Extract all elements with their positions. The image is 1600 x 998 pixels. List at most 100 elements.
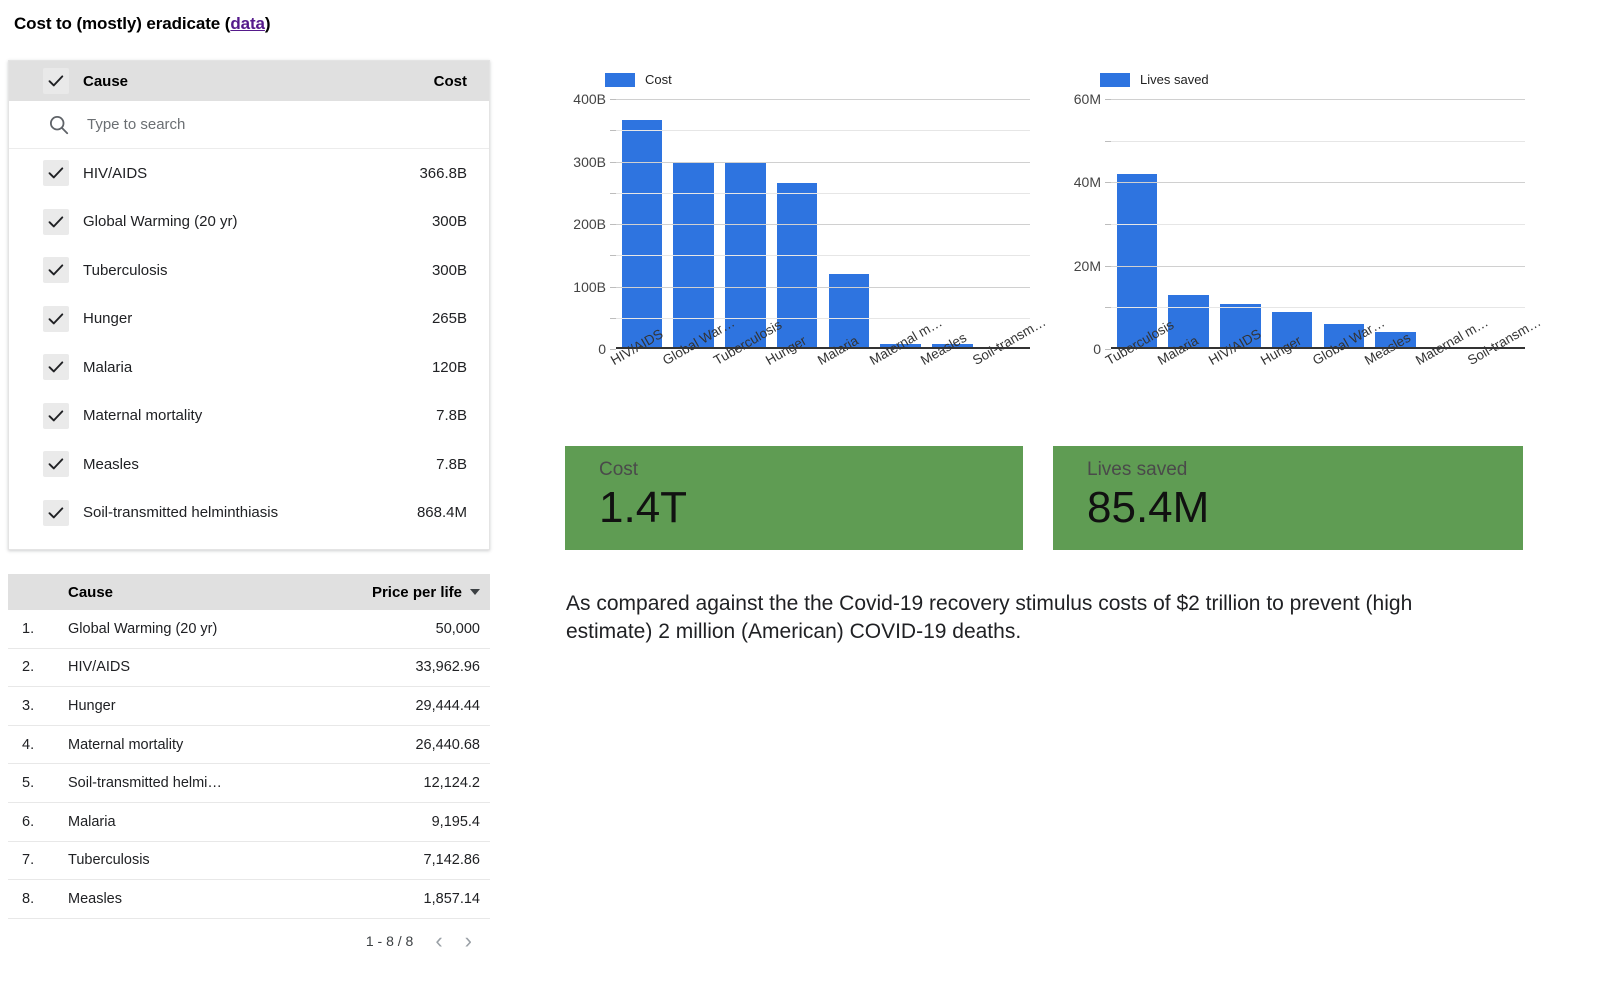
bar[interactable] xyxy=(776,183,818,349)
y-axis-label: 100B xyxy=(573,278,606,295)
y-tick xyxy=(1105,140,1111,142)
page-title-suffix: ) xyxy=(264,14,271,33)
table-body: 1. Global Warming (20 yr) 50,000 2. HIV/AIDS… xyxy=(8,610,490,919)
cause-filter-row[interactable]: Tuberculosis 300B xyxy=(9,246,489,295)
bar-slot[interactable] xyxy=(1111,99,1163,349)
bar[interactable] xyxy=(1323,324,1365,349)
row-price: 7,142.86 xyxy=(423,852,480,869)
table-header-cause[interactable]: Cause xyxy=(68,583,114,601)
lives-saved-bar-chart: Lives saved 0 20M 40M 60M Tuberculosis Malar… xyxy=(1055,72,1544,432)
row-index: 5. xyxy=(22,775,35,792)
bar-slot[interactable] xyxy=(927,99,979,349)
table-header-price-label: Price per life xyxy=(371,583,462,601)
search-input[interactable] xyxy=(87,116,387,133)
table-row[interactable]: 4. Maternal mortality 26,440.68 xyxy=(8,726,490,765)
row-price: 26,440.68 xyxy=(415,736,480,753)
cause-filter-row[interactable]: Maternal mortality 7.8B xyxy=(9,392,489,441)
cause-filter-row[interactable]: Soil-transmitted helminthiasis 868.4M xyxy=(9,489,489,538)
chart-legend-cost: Cost xyxy=(605,72,1030,87)
search-row[interactable] xyxy=(9,101,489,149)
table-row[interactable]: 1. Global Warming (20 yr) 50,000 xyxy=(8,610,490,649)
row-index: 7. xyxy=(22,852,35,869)
select-all-checkbox[interactable] xyxy=(43,68,69,94)
cost-chart-plot: 0 100B 200B 300B 400B HIV/AIDS Global War… Tub… xyxy=(560,91,1048,368)
cause-filter-row[interactable]: Malaria 120B xyxy=(9,343,489,392)
cause-label: Soil-transmitted helminthiasis xyxy=(83,504,279,522)
cause-cost: 868.4M xyxy=(416,504,467,522)
cause-checkbox[interactable] xyxy=(43,354,69,381)
bar[interactable] xyxy=(621,119,663,349)
table-row[interactable]: 8. Measles 1,857.14 xyxy=(8,880,490,919)
y-tick xyxy=(1105,99,1111,100)
bar-slot[interactable] xyxy=(1215,99,1267,349)
y-tick xyxy=(610,99,616,100)
bar[interactable] xyxy=(1271,311,1313,349)
y-tick xyxy=(610,349,616,350)
legend-swatch-cost xyxy=(605,72,635,87)
bar[interactable] xyxy=(1116,174,1158,349)
gridline xyxy=(1111,140,1525,142)
cause-filter-row[interactable]: Measles 7.8B xyxy=(9,440,489,489)
data-link[interactable]: data xyxy=(230,14,265,33)
row-price: 1,857.14 xyxy=(423,890,480,907)
filter-header-cost[interactable]: Cost xyxy=(433,72,467,90)
bar-slot[interactable] xyxy=(1163,99,1215,349)
cause-label: Maternal mortality xyxy=(83,407,203,425)
bar[interactable] xyxy=(932,344,973,349)
cause-cost: 300B xyxy=(431,261,467,279)
bar[interactable] xyxy=(1375,331,1416,349)
row-price: 9,195.4 xyxy=(431,813,480,830)
cause-label: Tuberculosis xyxy=(83,261,168,279)
cause-checkbox[interactable] xyxy=(43,499,69,526)
table-row[interactable]: 5. Soil-transmitted helmi… 12,124.2 xyxy=(8,764,490,803)
gridline xyxy=(1111,224,1525,225)
gridline xyxy=(1111,99,1525,100)
legend-label-cost: Cost xyxy=(645,72,672,87)
bar-slot[interactable] xyxy=(616,99,668,349)
cause-checkbox[interactable] xyxy=(43,160,69,187)
row-index: 4. xyxy=(22,736,35,753)
filter-header-row: Cause Cost xyxy=(9,61,489,101)
gridline xyxy=(1111,265,1525,267)
legend-swatch-lives-saved xyxy=(1100,72,1130,87)
cause-filter-row[interactable]: Hunger 265B xyxy=(9,295,489,344)
y-tick xyxy=(610,161,616,163)
scorecard-cost-label: Cost xyxy=(599,459,639,480)
cause-checkbox[interactable] xyxy=(43,402,69,429)
gridline xyxy=(616,317,1030,319)
bar[interactable] xyxy=(1168,294,1209,349)
cause-checkbox[interactable] xyxy=(43,208,69,235)
previous-page-icon[interactable]: ‹ xyxy=(435,927,443,953)
next-page-icon[interactable]: › xyxy=(464,927,472,953)
y-tick xyxy=(1105,182,1111,184)
bar-slot[interactable] xyxy=(875,99,927,349)
bar[interactable] xyxy=(880,344,921,349)
filter-header-cause[interactable]: Cause xyxy=(83,72,129,90)
cause-filter-row[interactable]: HIV/AIDS 366.8B xyxy=(9,149,489,198)
bar[interactable] xyxy=(1220,304,1261,349)
bar-slot[interactable] xyxy=(1318,99,1370,349)
cause-checkbox[interactable] xyxy=(43,305,69,332)
page-title: Cost to (mostly) eradicate (data) xyxy=(14,14,271,34)
table-row[interactable]: 6. Malaria 9,195.4 xyxy=(8,803,490,842)
y-tick xyxy=(610,130,616,132)
scorecard-cost-value: 1.4T xyxy=(599,482,688,532)
cause-checkbox[interactable] xyxy=(43,451,69,478)
y-axis-label: 20M xyxy=(1073,257,1101,274)
table-header-price[interactable]: Price per life xyxy=(372,584,480,601)
cause-checkbox[interactable] xyxy=(43,257,69,284)
cost-chart-baseline xyxy=(616,347,1030,349)
table-row[interactable]: 3. Hunger 29,444.44 xyxy=(8,687,490,726)
bar-slot[interactable] xyxy=(1266,99,1318,349)
cost-chart-x-labels: HIV/AIDS Global War… Tuberculosis Hunger Mal… xyxy=(608,314,1049,429)
bar-slot[interactable] xyxy=(1370,99,1422,349)
bar-slot[interactable] xyxy=(771,99,823,349)
table-row[interactable]: 2. HIV/AIDS 33,962.96 xyxy=(8,649,490,688)
search-icon xyxy=(47,113,71,137)
table-row[interactable]: 7. Tuberculosis 7,142.86 xyxy=(8,842,490,881)
gridline xyxy=(616,130,1030,132)
price-per-life-table: Cause Price per life 1. Global Warming (2… xyxy=(8,574,490,963)
gridline xyxy=(1111,182,1525,184)
cause-label: HIV/AIDS xyxy=(83,164,148,182)
cause-filter-row[interactable]: Global Warming (20 yr) 300B xyxy=(9,198,489,247)
